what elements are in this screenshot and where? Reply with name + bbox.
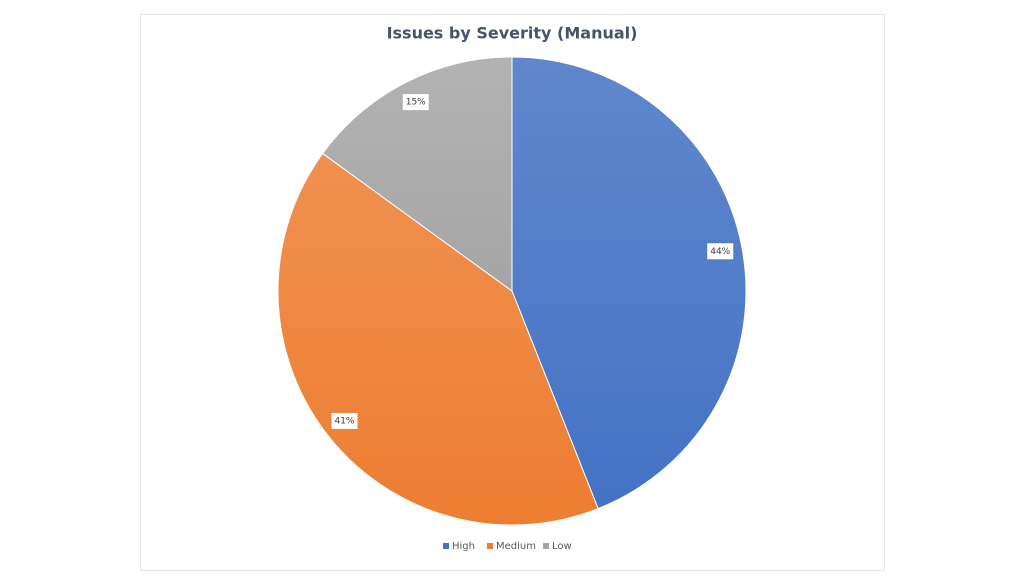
legend-label: High — [452, 541, 475, 552]
legend-swatch — [543, 543, 549, 549]
legend-swatch — [443, 543, 449, 549]
data-label-box — [707, 243, 734, 260]
data-label: 15% — [406, 98, 426, 108]
legend-label: Medium — [496, 541, 536, 552]
data-label: 41% — [334, 416, 354, 426]
data-label: 44% — [710, 247, 730, 257]
chart-title: Issues by Severity (Manual) — [387, 24, 638, 43]
pie-slice — [277, 152, 599, 526]
legend-label: Low — [552, 541, 572, 552]
data-label-box — [331, 412, 358, 429]
legend-swatch — [487, 543, 493, 549]
pie-slice — [511, 56, 747, 510]
data-label-box — [402, 94, 429, 111]
pie-slice — [321, 56, 513, 292]
